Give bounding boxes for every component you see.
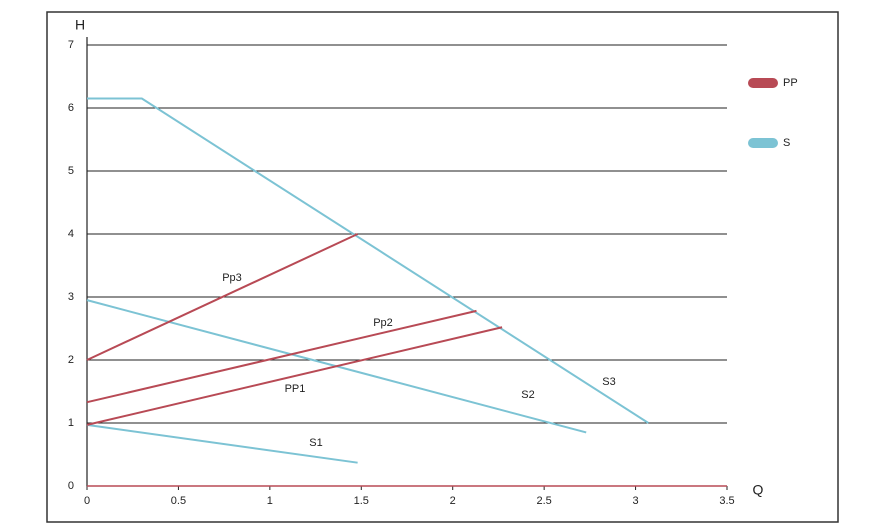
x-tick-label: 2 (450, 495, 456, 507)
y-tick-label: 5 (68, 165, 74, 177)
series-label: Pp2 (373, 317, 393, 329)
series-line (86, 423, 358, 464)
y-tick-label: 0 (68, 480, 74, 492)
y-tick-label: 2 (68, 354, 74, 366)
series-line (86, 326, 503, 426)
series-label: Pp3 (222, 272, 242, 284)
legend-swatch (748, 78, 778, 88)
frame (46, 11, 839, 523)
series-line (87, 97, 649, 424)
y-tick-label: 7 (68, 39, 74, 51)
x-tick-label: 0.5 (171, 495, 186, 507)
y-tick-label: 4 (68, 228, 74, 240)
series-label: S1 (309, 437, 322, 449)
x-tick-label: 0 (84, 495, 90, 507)
x-axis-title: Q (753, 482, 764, 498)
x-tick-label: 3 (633, 495, 639, 507)
series-label: PP1 (285, 383, 306, 395)
series-label: S3 (602, 376, 615, 388)
y-tick-label: 1 (68, 417, 74, 429)
x-tick-label: 1 (267, 495, 273, 507)
legend-label: S (783, 137, 790, 149)
y-axis-title: H (75, 17, 85, 33)
series-label: S2 (521, 389, 534, 401)
legend-swatch (748, 138, 778, 148)
series-line (86, 309, 477, 404)
y-tick-label: 3 (68, 291, 74, 303)
y-tick-label: 6 (68, 102, 74, 114)
legend-label: PP (783, 77, 798, 89)
series-line (86, 233, 359, 361)
x-tick-label: 3.5 (719, 495, 734, 507)
x-tick-label: 2.5 (536, 495, 551, 507)
x-tick-label: 1.5 (354, 495, 369, 507)
